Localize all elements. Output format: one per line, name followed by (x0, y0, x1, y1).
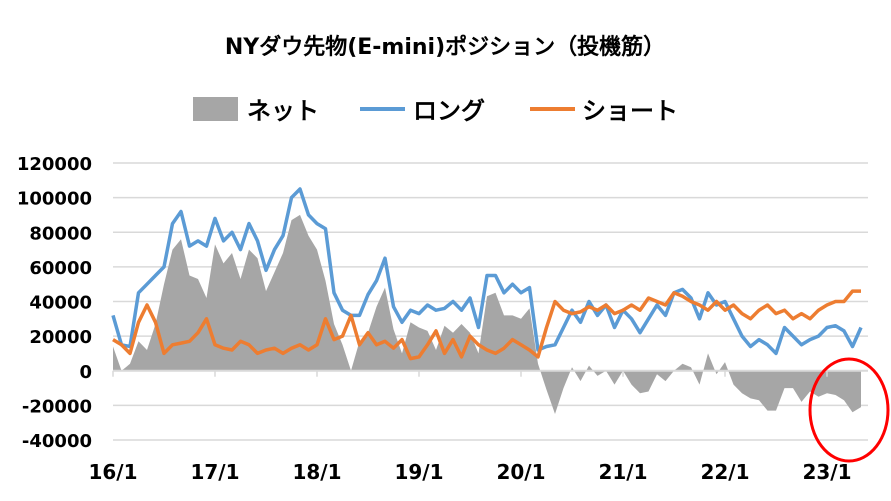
y-tick-label: -20000 (22, 396, 92, 417)
x-tick-label: 23/1 (802, 460, 851, 484)
series-short-line (112, 289, 861, 361)
x-tick-label: 22/1 (700, 460, 749, 484)
chart-title: NYダウ先物(E-mini)ポジション（投機筋） (225, 34, 665, 60)
legend-label-net: ネット (247, 97, 319, 125)
y-tick-label: 20000 (29, 327, 92, 348)
legend-swatch-net (193, 97, 238, 121)
annotation-ellipse (808, 357, 890, 463)
y-tick-label: 60000 (29, 258, 92, 279)
y-tick-label: 80000 (29, 223, 92, 244)
x-tick-label: 16/1 (88, 460, 137, 484)
legend: ネット ロング ショート (193, 97, 678, 125)
y-tick-label: 40000 (29, 293, 92, 314)
y-tick-label: 0 (79, 362, 92, 383)
x-tick-label: 20/1 (496, 460, 545, 484)
series-net-area (113, 214, 861, 414)
x-tick-label: 21/1 (598, 460, 647, 484)
y-tick-label: 120000 (17, 154, 92, 175)
legend-label-long: ロング (413, 97, 485, 125)
y-tick-label: -40000 (22, 431, 92, 452)
series-long-line (111, 187, 863, 356)
legend-label-short: ショート (582, 97, 678, 125)
x-tick-label: 19/1 (394, 460, 443, 484)
x-tick-label: 17/1 (190, 460, 239, 484)
y-tick-label: 100000 (17, 189, 92, 210)
x-tick-label: 18/1 (292, 460, 341, 484)
